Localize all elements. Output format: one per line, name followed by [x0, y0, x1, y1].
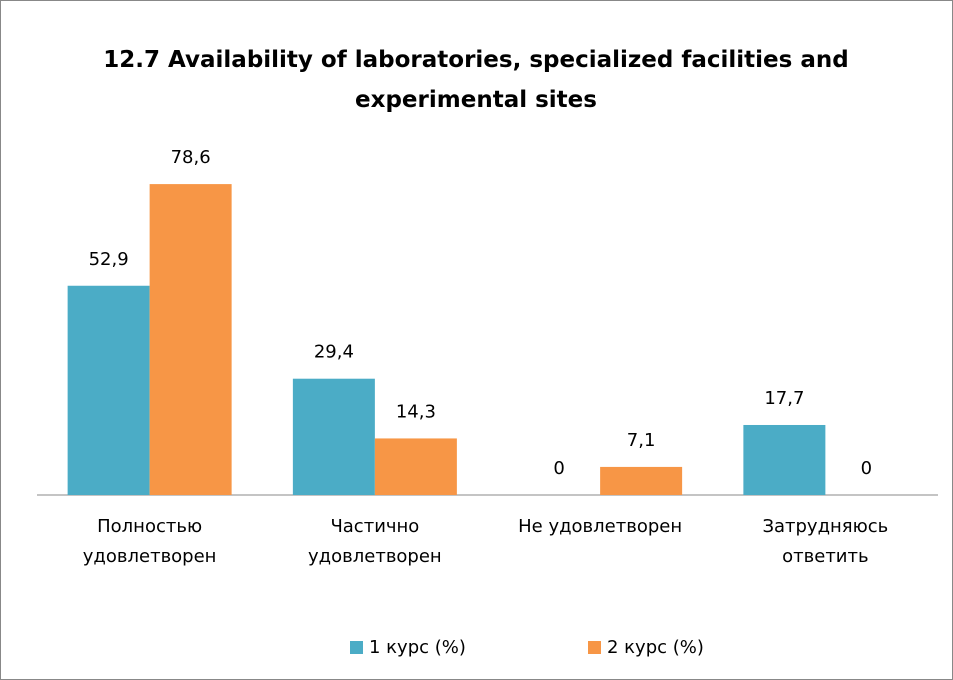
legend-swatch	[588, 641, 601, 654]
bar	[374, 438, 457, 495]
legend-label: 2 курс (%)	[607, 637, 704, 658]
legend-label: 1 курс (%)	[369, 637, 466, 658]
chart-title: 12.7 Availability of laboratories, speci…	[103, 47, 848, 113]
value-label: 7,1	[627, 430, 656, 451]
bar	[149, 184, 232, 496]
x-tick-label: Не удовлетворен	[518, 516, 682, 537]
legend-swatch	[350, 641, 363, 654]
value-label: 52,9	[89, 249, 129, 270]
bar	[600, 466, 683, 495]
x-tick-label: Полностью удовлетворен	[83, 516, 217, 567]
value-label: 78,6	[171, 147, 211, 168]
value-label: 29,4	[314, 342, 354, 363]
value-label: 0	[861, 458, 872, 479]
value-label: 17,7	[764, 388, 804, 409]
bar	[743, 424, 826, 495]
value-label: 0	[553, 458, 564, 479]
bar	[67, 285, 150, 495]
value-label: 14,3	[396, 401, 436, 422]
x-tick-label: Затрудняюсь ответить	[762, 516, 888, 567]
x-tick-label: Частично удовлетворен	[308, 516, 442, 567]
bar	[292, 378, 375, 495]
